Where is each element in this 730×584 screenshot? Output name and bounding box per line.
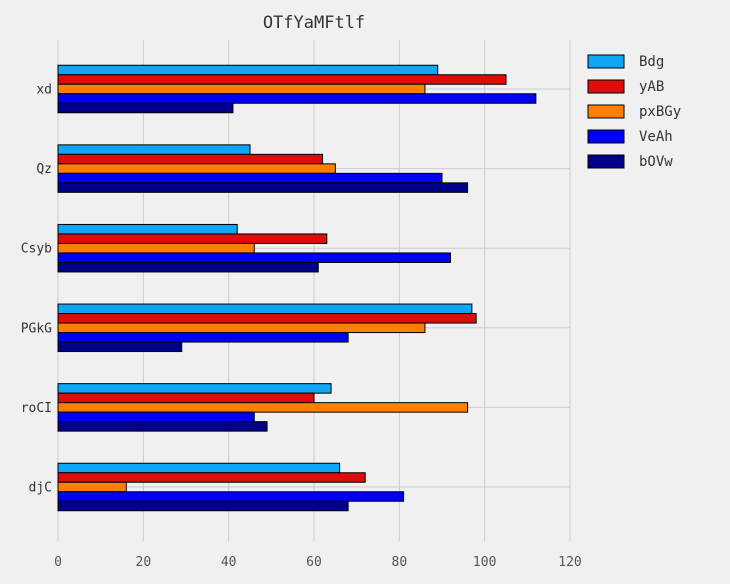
x-tick-label: 120 xyxy=(558,555,581,570)
bar-bovw-pgkg xyxy=(57,341,183,353)
category-label: roCI xyxy=(21,401,52,416)
bar-bdg-qz xyxy=(57,144,251,155)
bar-yab-xd xyxy=(57,74,507,85)
bar-pxbgy-pgkg xyxy=(57,322,426,334)
bar-bdg-csyb xyxy=(57,223,238,235)
bar-veah-roci xyxy=(57,411,255,423)
legend-label: pxBGy xyxy=(639,104,681,120)
bar-veah-csyb xyxy=(57,252,452,263)
legend-swatch xyxy=(587,54,625,69)
legend-swatch xyxy=(587,104,625,119)
x-axis-ticks: 0 20 40 60 80 100 120 xyxy=(54,555,582,570)
bar-pxbgy-roci xyxy=(57,402,469,413)
x-tick-label: 80 xyxy=(392,555,408,570)
legend-swatch xyxy=(587,129,625,144)
bar-bdg-roci xyxy=(57,383,332,394)
bar-yab-qz xyxy=(57,153,324,165)
category-label: Qz xyxy=(36,162,52,177)
bar-bovw-xd xyxy=(57,102,234,114)
bar-bovw-djc xyxy=(57,500,349,512)
category-label: xd xyxy=(36,83,52,98)
legend: Bdg yAB pxBGy VeAh bOVw xyxy=(587,54,681,170)
bar-veah-xd xyxy=(57,93,537,104)
legend-label: Bdg xyxy=(639,54,664,70)
x-tick-label: 100 xyxy=(473,555,496,570)
bar-bovw-csyb xyxy=(57,261,319,273)
bar-veah-djc xyxy=(57,491,405,502)
x-tick-label: 60 xyxy=(306,555,322,570)
bar-veah-pgkg xyxy=(57,332,349,343)
bar-bdg-djc xyxy=(57,462,341,474)
bar-veah-qz xyxy=(57,172,443,184)
bar-yab-pgkg xyxy=(57,313,477,324)
bar-pxbgy-xd xyxy=(57,83,426,95)
legend-label: bOVw xyxy=(639,154,673,170)
x-tick-label: 20 xyxy=(136,555,152,570)
category-label: djC xyxy=(29,481,52,496)
bar-pxbgy-csyb xyxy=(57,242,255,254)
chart-title: OTfYaMFtlf xyxy=(263,13,365,33)
bar-bdg-pgkg xyxy=(57,303,473,315)
legend-swatch xyxy=(587,79,625,94)
bar-yab-djc xyxy=(57,472,366,483)
category-labels: xd Qz Csyb PGkG roCI djC xyxy=(21,83,52,496)
legend-swatch xyxy=(587,154,625,169)
bar-pxbgy-qz xyxy=(57,163,336,174)
bar-pxbgy-djc xyxy=(57,481,127,493)
x-tick-label: 0 xyxy=(54,555,62,570)
category-label: Csyb xyxy=(21,242,52,257)
bar-bdg-xd xyxy=(57,64,439,76)
bar-yab-csyb xyxy=(57,233,328,244)
bars xyxy=(57,64,537,512)
x-tick-label: 40 xyxy=(221,555,237,570)
category-label: PGkG xyxy=(21,321,52,336)
bar-yab-roci xyxy=(57,392,315,404)
bar-bovw-roci xyxy=(57,421,268,432)
bar-bovw-qz xyxy=(57,182,469,193)
legend-label: yAB xyxy=(639,79,664,95)
legend-label: VeAh xyxy=(639,129,673,145)
